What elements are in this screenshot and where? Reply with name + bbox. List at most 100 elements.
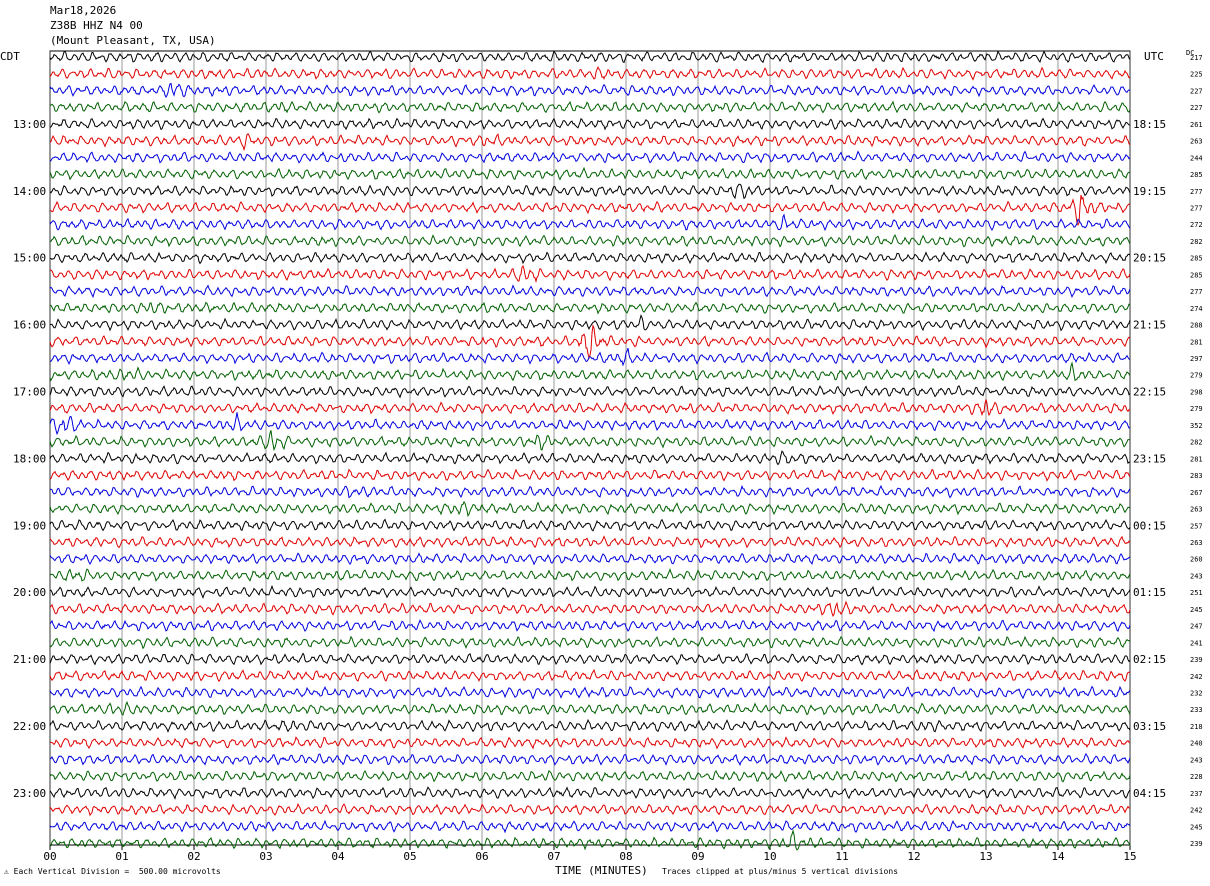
- x-tick-label: 14: [1051, 850, 1065, 863]
- seismic-trace: [49, 736, 1131, 750]
- left-time-label: 23:00: [13, 787, 46, 800]
- seismic-trace: [49, 718, 1131, 733]
- seismic-trace: [49, 500, 1131, 518]
- x-tick-label: 05: [403, 850, 416, 863]
- dc-offset-label: 251: [1190, 589, 1203, 597]
- dc-offset-label: 247: [1190, 623, 1203, 631]
- left-time-label: 18:00: [13, 452, 46, 465]
- seismic-trace: [49, 412, 1131, 436]
- dc-offset-label: 263: [1190, 138, 1203, 146]
- seismic-trace: [49, 399, 1131, 417]
- seismic-trace: [49, 234, 1131, 248]
- dc-offset-label: 298: [1190, 388, 1203, 396]
- seismic-trace: [49, 450, 1131, 466]
- seismic-trace: [49, 314, 1131, 332]
- x-tick-label: 11: [835, 850, 848, 863]
- clip-note: Traces clipped at plus/minus 5 vertical …: [662, 867, 899, 876]
- x-tick-label: 13: [979, 850, 992, 863]
- left-time-label: 14:00: [13, 185, 46, 198]
- seismic-trace: [49, 584, 1131, 600]
- seismic-trace: [49, 700, 1131, 716]
- dc-offset-label: 239: [1190, 840, 1203, 848]
- dc-offset-label: 260: [1190, 556, 1203, 564]
- seismic-trace: [49, 535, 1131, 549]
- dc-offset-label: 282: [1190, 238, 1203, 246]
- header-date: Mar18,2026: [50, 4, 117, 17]
- left-time-label: 16:00: [13, 319, 46, 332]
- seismic-trace: [49, 685, 1131, 700]
- dc-offset-label: 245: [1190, 823, 1203, 831]
- scale-note: ⚠ Each Vertical Division = 500.00 microv…: [4, 867, 221, 876]
- seismic-trace: [49, 518, 1131, 532]
- right-timezone-label: UTC: [1144, 50, 1164, 63]
- dc-offset-label: 263: [1190, 506, 1203, 514]
- seismic-trace: [49, 82, 1131, 98]
- dc-offset-label: 281: [1190, 455, 1203, 463]
- right-time-label: 18:15: [1133, 118, 1166, 131]
- scale-note-text: Each Vertical Division = 500.00 microvol…: [13, 867, 221, 876]
- x-tick-label: 09: [691, 850, 704, 863]
- x-tick-label: 12: [907, 850, 920, 863]
- dc-offset-label: 261: [1190, 121, 1203, 129]
- seismic-trace: [49, 468, 1131, 482]
- left-time-label: 17:00: [13, 385, 46, 398]
- seismic-trace: [49, 385, 1131, 399]
- right-time-label: 21:15: [1133, 319, 1166, 332]
- seismic-trace: [49, 786, 1131, 800]
- seismic-trace: [49, 361, 1131, 382]
- dc-offset-label: 267: [1190, 489, 1203, 497]
- header-location: (Mount Pleasant, TX, USA): [50, 34, 216, 47]
- seismic-trace: [49, 635, 1131, 650]
- seismic-trace: [49, 619, 1131, 633]
- dc-offset-label: 233: [1190, 706, 1203, 714]
- x-axis-title: TIME (MINUTES): [555, 864, 648, 877]
- dc-offset-label: 263: [1190, 539, 1203, 547]
- dc-offset-label: 240: [1190, 740, 1203, 748]
- dc-offset-label: 279: [1190, 372, 1203, 380]
- seismic-trace: [49, 166, 1131, 181]
- right-time-label: 23:15: [1133, 452, 1166, 465]
- x-tick-label: 15: [1123, 850, 1136, 863]
- dc-offset-label: 242: [1190, 807, 1203, 815]
- seismic-trace: [49, 552, 1131, 566]
- dc-offset-label: 243: [1190, 756, 1203, 764]
- x-tick-label: 00: [43, 850, 56, 863]
- plot-frame: [49, 50, 1131, 846]
- seismic-trace: [49, 430, 1131, 452]
- dc-offset-label: 243: [1190, 572, 1203, 580]
- seismic-trace: [49, 600, 1131, 618]
- x-tick-label: 03: [259, 850, 272, 863]
- dc-offset-label: 297: [1190, 355, 1203, 363]
- seismic-trace: [49, 484, 1131, 499]
- dc-offset-label: 257: [1190, 522, 1203, 530]
- right-time-label: 00:15: [1133, 519, 1166, 532]
- dc-offset-label: 285: [1190, 255, 1203, 263]
- dc-offset-label: 232: [1190, 689, 1203, 697]
- right-time-label: 01:15: [1133, 586, 1166, 599]
- x-tick-label: 08: [619, 850, 632, 863]
- x-tick-label: 07: [547, 850, 560, 863]
- left-time-label: 13:00: [13, 118, 46, 131]
- header-station: Z38B HHZ N4 00: [50, 19, 143, 32]
- dc-offset-label: 228: [1190, 773, 1203, 781]
- dc-offset-label: 239: [1190, 656, 1203, 664]
- right-time-label: 19:15: [1133, 185, 1166, 198]
- left-time-label: 20:00: [13, 586, 46, 599]
- right-time-label: 04:15: [1133, 787, 1166, 800]
- seismic-trace: [49, 183, 1131, 200]
- seismic-trace: [50, 301, 1131, 315]
- right-time-label: 02:15: [1133, 653, 1166, 666]
- dc-offset-label: 227: [1190, 104, 1203, 112]
- dc-offset-label: 285: [1190, 271, 1203, 279]
- x-tick-label: 01: [115, 850, 128, 863]
- seismic-trace: [50, 251, 1131, 265]
- left-time-label: 21:00: [13, 653, 46, 666]
- seismic-trace: [49, 150, 1131, 164]
- dc-offset-label: 277: [1190, 288, 1203, 296]
- seismic-trace: [49, 347, 1131, 367]
- x-tick-label: 06: [475, 850, 488, 863]
- dc-offset-label: 281: [1190, 338, 1203, 346]
- seismic-trace: [49, 652, 1131, 666]
- x-tick-label: 10: [763, 850, 776, 863]
- seismic-trace: [49, 133, 1131, 152]
